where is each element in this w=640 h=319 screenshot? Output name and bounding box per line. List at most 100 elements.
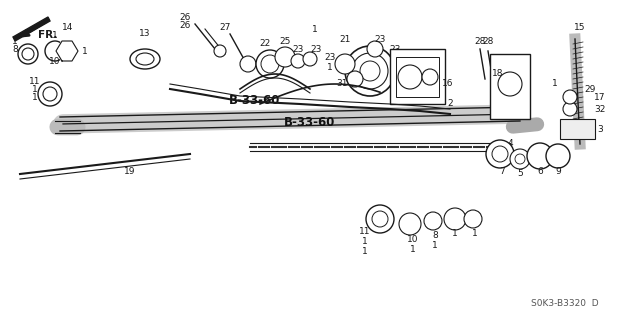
Text: 31: 31 xyxy=(336,79,348,88)
Text: 25: 25 xyxy=(279,38,291,47)
Text: 1: 1 xyxy=(327,63,333,71)
Polygon shape xyxy=(56,41,78,61)
Bar xyxy=(560,119,595,139)
Text: 14: 14 xyxy=(62,23,74,32)
Text: 23: 23 xyxy=(389,44,401,54)
Circle shape xyxy=(527,143,553,169)
Circle shape xyxy=(515,154,525,164)
Bar xyxy=(490,54,530,119)
Text: S0K3-B3320  D: S0K3-B3320 D xyxy=(531,300,599,308)
Text: 7: 7 xyxy=(499,167,505,175)
Text: 1: 1 xyxy=(362,236,368,246)
Circle shape xyxy=(424,212,442,230)
Circle shape xyxy=(18,44,38,64)
Polygon shape xyxy=(13,17,50,41)
Text: 1: 1 xyxy=(32,85,38,93)
Circle shape xyxy=(510,149,530,169)
Circle shape xyxy=(345,46,395,96)
Text: 6: 6 xyxy=(537,167,543,175)
Circle shape xyxy=(240,56,256,72)
Text: 1: 1 xyxy=(312,25,318,33)
Text: 24: 24 xyxy=(389,56,401,65)
Text: 11: 11 xyxy=(359,226,371,235)
Circle shape xyxy=(367,41,383,57)
Text: 11: 11 xyxy=(29,77,41,85)
Circle shape xyxy=(256,50,284,78)
Circle shape xyxy=(444,208,466,230)
Circle shape xyxy=(45,41,65,61)
Text: 23: 23 xyxy=(374,34,386,43)
Text: 4: 4 xyxy=(507,139,513,149)
Text: 26: 26 xyxy=(179,12,191,21)
Circle shape xyxy=(352,53,388,89)
Text: 10: 10 xyxy=(407,234,419,243)
Bar xyxy=(396,57,439,97)
Text: B-33-60: B-33-60 xyxy=(284,115,336,129)
Text: 1: 1 xyxy=(410,244,416,254)
Text: 17: 17 xyxy=(595,93,605,101)
Text: 5: 5 xyxy=(517,169,523,179)
Circle shape xyxy=(486,140,514,168)
Circle shape xyxy=(366,205,394,233)
Circle shape xyxy=(261,55,279,73)
Text: 2: 2 xyxy=(447,100,453,108)
Text: 32: 32 xyxy=(595,105,605,114)
Circle shape xyxy=(22,48,34,60)
Circle shape xyxy=(563,102,577,116)
Text: B-33-60: B-33-60 xyxy=(229,94,281,108)
Text: 21: 21 xyxy=(339,34,351,43)
Circle shape xyxy=(372,211,388,227)
Text: 22: 22 xyxy=(259,40,271,48)
Circle shape xyxy=(303,52,317,66)
Text: 1: 1 xyxy=(472,229,478,239)
Text: 15: 15 xyxy=(574,23,586,32)
Ellipse shape xyxy=(130,49,160,69)
Text: 23: 23 xyxy=(292,44,304,54)
Text: 1: 1 xyxy=(32,93,38,101)
Text: 9: 9 xyxy=(555,167,561,175)
Text: 28: 28 xyxy=(474,36,486,46)
Text: 26: 26 xyxy=(179,21,191,31)
Circle shape xyxy=(38,82,62,106)
Text: 29: 29 xyxy=(584,85,596,93)
FancyArrowPatch shape xyxy=(63,114,517,124)
Text: 1: 1 xyxy=(452,229,458,239)
Text: 1: 1 xyxy=(82,47,88,56)
Circle shape xyxy=(492,146,508,162)
Text: 28: 28 xyxy=(483,36,493,46)
Circle shape xyxy=(398,65,422,89)
FancyArrowPatch shape xyxy=(513,124,537,127)
Circle shape xyxy=(43,87,57,101)
Text: 23: 23 xyxy=(324,53,336,62)
Circle shape xyxy=(291,54,305,68)
Text: 1: 1 xyxy=(432,241,438,250)
Circle shape xyxy=(422,69,438,85)
Text: 3: 3 xyxy=(597,124,603,133)
Circle shape xyxy=(360,61,380,81)
Text: 16: 16 xyxy=(442,79,454,88)
Circle shape xyxy=(563,90,577,104)
Circle shape xyxy=(335,54,355,74)
Text: 8: 8 xyxy=(12,44,18,54)
Circle shape xyxy=(498,72,522,96)
Bar xyxy=(390,49,445,104)
Ellipse shape xyxy=(136,53,154,65)
Text: 10: 10 xyxy=(49,57,61,66)
Text: 8: 8 xyxy=(432,232,438,241)
Text: FR.: FR. xyxy=(38,30,58,40)
Text: 13: 13 xyxy=(140,29,151,39)
Circle shape xyxy=(399,213,421,235)
Text: 1: 1 xyxy=(552,79,558,88)
Text: 27: 27 xyxy=(220,23,230,32)
Text: 19: 19 xyxy=(124,167,136,175)
Circle shape xyxy=(546,144,570,168)
Circle shape xyxy=(464,210,482,228)
Text: 23: 23 xyxy=(310,44,322,54)
Text: 1: 1 xyxy=(12,36,18,46)
Text: 1: 1 xyxy=(52,32,58,41)
Circle shape xyxy=(347,71,363,87)
Circle shape xyxy=(275,47,295,67)
FancyArrowPatch shape xyxy=(63,114,517,124)
Text: 18: 18 xyxy=(492,70,504,78)
Text: 1: 1 xyxy=(362,247,368,256)
